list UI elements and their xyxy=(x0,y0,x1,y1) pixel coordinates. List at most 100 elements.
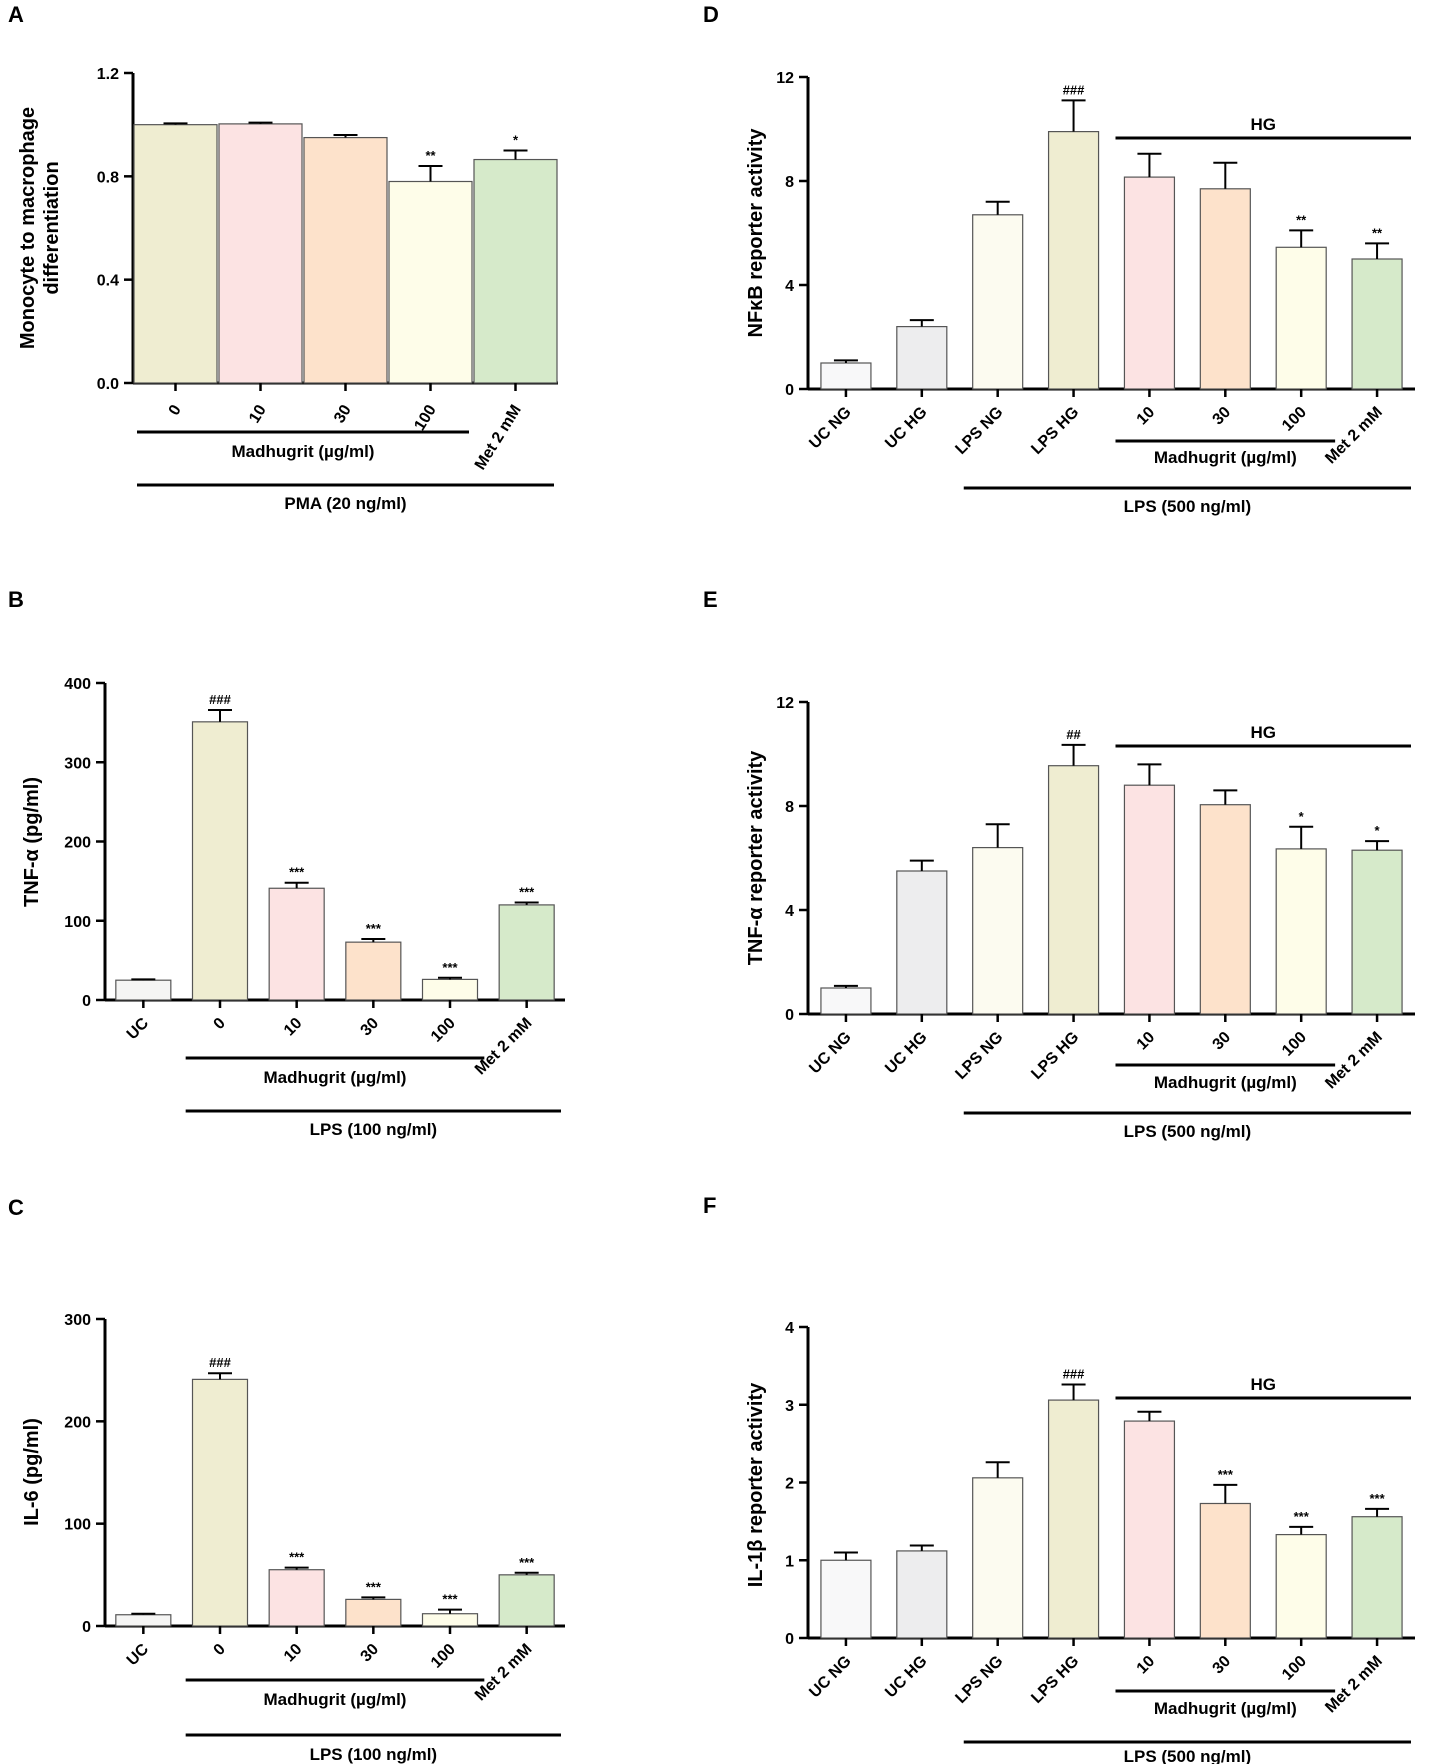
panel-label: A xyxy=(8,2,24,27)
significance-marker: ### xyxy=(209,1355,231,1370)
x-tick-label: 0 xyxy=(211,1641,229,1659)
x-tick-label: Met 2 mM xyxy=(1322,404,1386,468)
bar xyxy=(1351,849,1403,1015)
y-axis-label-line: IL-1β reporter activity xyxy=(745,1382,767,1587)
y-axis-label: NFκB reporter activity xyxy=(745,128,767,338)
y-tick-label: 4 xyxy=(785,903,794,920)
y-tick-label: 12 xyxy=(776,70,794,87)
group-label: LPS (100 ng/ml) xyxy=(310,1120,438,1139)
y-axis-label-line: TNF-α reporter activity xyxy=(745,750,767,965)
y-tick-label: 4 xyxy=(785,1320,794,1337)
panel-label: B xyxy=(8,587,24,612)
group-label: LPS (500 ng/ml) xyxy=(1124,497,1252,516)
group-label: Madhugrit (µg/ml) xyxy=(264,1068,407,1087)
bar xyxy=(1275,1533,1327,1639)
panel-label: C xyxy=(8,1195,24,1220)
group-label: Madhugrit (µg/ml) xyxy=(232,442,375,461)
x-tick-label: Met 2 mM xyxy=(472,1015,536,1079)
significance-marker: * xyxy=(513,133,519,148)
y-tick-label: 100 xyxy=(64,1517,91,1534)
bar xyxy=(133,124,218,384)
group-label: LPS (500 ng/ml) xyxy=(1124,1747,1252,1764)
bar xyxy=(421,1613,479,1627)
y-tick-label: 0 xyxy=(82,1619,91,1636)
y-tick-label: 0 xyxy=(785,382,794,399)
y-axis-label: IL-1β reporter activity xyxy=(745,1382,767,1587)
panel-label: F xyxy=(703,1193,716,1218)
x-tick-label: LPS NG xyxy=(952,1653,1006,1707)
y-tick-label: 200 xyxy=(64,1414,91,1431)
bar xyxy=(972,846,1024,1015)
group-label: LPS (500 ng/ml) xyxy=(1124,1122,1252,1141)
bar xyxy=(972,1477,1024,1639)
y-tick-label: 0 xyxy=(785,1007,794,1024)
significance-marker: *** xyxy=(366,921,382,936)
bar xyxy=(1199,1502,1251,1639)
bar xyxy=(820,987,872,1015)
x-tick-label: 0 xyxy=(166,402,185,419)
significance-marker: * xyxy=(1299,809,1305,824)
bar xyxy=(115,1614,172,1627)
y-tick-label: 100 xyxy=(64,914,91,931)
y-tick-label: 300 xyxy=(64,755,91,772)
y-axis-label: Monocyte to macrophage differentiation xyxy=(17,107,63,349)
y-tick-label: 12 xyxy=(776,695,794,712)
significance-marker: *** xyxy=(1369,1491,1385,1506)
y-tick-label: 8 xyxy=(785,174,794,191)
y-tick-label: 300 xyxy=(64,1312,91,1329)
x-tick-label: Met 2 mM xyxy=(472,1641,536,1705)
x-tick-label: 30 xyxy=(358,1641,383,1666)
y-tick-label: 0 xyxy=(785,1631,794,1648)
y-tick-label: 200 xyxy=(64,835,91,852)
significance-marker: *** xyxy=(442,1592,458,1607)
y-axis-label-line: NFκB reporter activity xyxy=(745,128,767,338)
panel-f: F 0 1 2 3 4 IL-1β reporter activity UC NG UC HG L… xyxy=(703,1193,1415,1764)
bar xyxy=(473,158,558,384)
bar xyxy=(1123,176,1176,390)
bar xyxy=(1199,188,1251,390)
bar xyxy=(191,1378,249,1627)
y-tick-label: 0.0 xyxy=(97,376,119,393)
x-tick-label: 10 xyxy=(1134,1029,1159,1054)
x-tick-label: UC NG xyxy=(806,404,854,452)
x-tick-label: LPS HG xyxy=(1028,1029,1082,1083)
significance-marker: *** xyxy=(519,1555,535,1570)
x-tick-label: UC HG xyxy=(882,1029,930,1077)
significance-marker: ** xyxy=(1372,225,1383,240)
x-tick-label: 100 xyxy=(428,1015,459,1046)
x-tick-label: 30 xyxy=(1210,1653,1235,1678)
bar xyxy=(972,214,1024,390)
x-tick-label: 100 xyxy=(1279,404,1310,435)
bar xyxy=(1275,246,1327,390)
hg-label: HG xyxy=(1251,115,1277,134)
y-tick-label: 8 xyxy=(785,799,794,816)
bar xyxy=(345,941,402,1001)
x-tick-label: UC HG xyxy=(882,404,930,452)
significance-marker: ** xyxy=(425,148,436,163)
panel-e: E 0 4 8 12 TNF-α reporter activity UC NG UC HG L… xyxy=(703,587,1415,1141)
y-axis-label: IL-6 (pg/ml) xyxy=(21,1418,43,1526)
bar xyxy=(1199,804,1251,1015)
bar xyxy=(191,721,249,1001)
significance-marker: *** xyxy=(1218,1467,1234,1482)
bar xyxy=(1123,784,1176,1015)
group-label: Madhugrit (µg/ml) xyxy=(1154,1699,1297,1718)
significance-marker: *** xyxy=(366,1579,382,1594)
x-tick-label: UC NG xyxy=(806,1029,854,1077)
x-tick-label: 100 xyxy=(1279,1653,1310,1684)
significance-marker: *** xyxy=(442,960,458,975)
bar xyxy=(268,887,325,1001)
x-tick-label: 10 xyxy=(1134,404,1159,429)
group-label: Madhugrit (µg/ml) xyxy=(264,1690,407,1709)
y-tick-label: 1 xyxy=(785,1553,794,1570)
x-tick-label: 30 xyxy=(331,402,355,426)
bar xyxy=(820,362,872,390)
y-axis-label: TNF-α (pg/ml) xyxy=(21,777,43,907)
bar xyxy=(1351,258,1403,390)
x-tick-label: LPS NG xyxy=(952,404,1006,458)
bar xyxy=(498,1574,555,1627)
bar xyxy=(896,870,948,1015)
hg-label: HG xyxy=(1251,723,1277,742)
significance-marker: ### xyxy=(1063,1367,1085,1382)
significance-marker: *** xyxy=(289,1550,305,1565)
